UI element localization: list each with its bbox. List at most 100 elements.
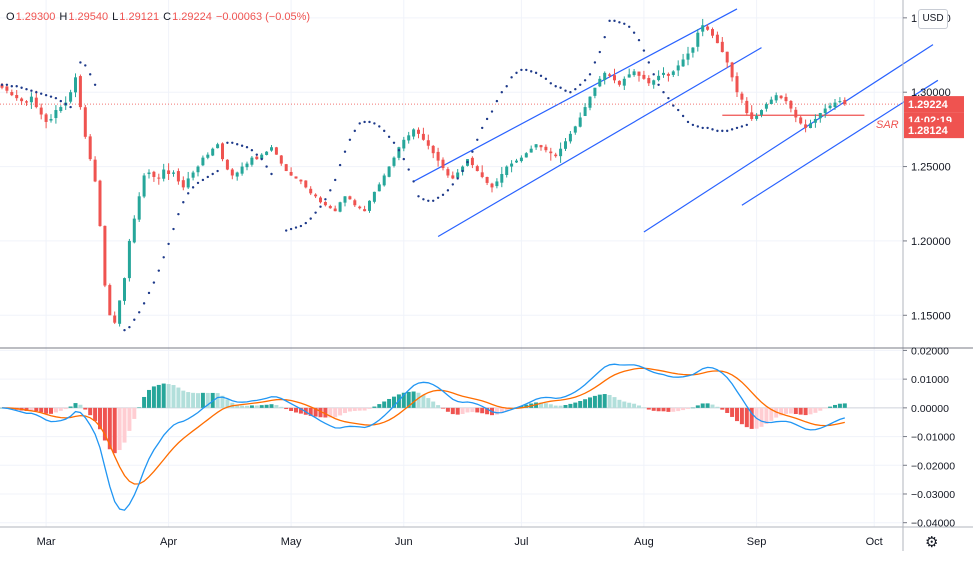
sar-dot <box>373 122 376 125</box>
sar-dot <box>397 149 401 152</box>
sar-dot <box>632 31 636 34</box>
sar-dot <box>525 68 528 72</box>
macd-histogram-bar <box>372 406 377 408</box>
candle-body <box>529 148 533 153</box>
candle-body <box>230 169 234 176</box>
candle-body <box>583 107 587 117</box>
macd-histogram-bar <box>715 406 720 408</box>
candle-body <box>622 78 626 86</box>
candle-body <box>519 157 523 162</box>
macd-histogram-bar <box>632 403 637 408</box>
macd-histogram-bar <box>803 407 808 416</box>
macd-histogram-bar <box>651 407 656 411</box>
sar-dot <box>652 73 655 76</box>
macd-histogram-bar <box>494 407 499 415</box>
macd-histogram-bar <box>637 405 641 408</box>
macd-histogram-bar <box>49 407 53 414</box>
candle-body <box>794 109 798 118</box>
sar-dot <box>294 226 298 229</box>
macd-histogram-bar <box>725 407 730 413</box>
candle-body <box>255 156 259 160</box>
macd-histogram-bar <box>431 401 436 408</box>
candle-body <box>554 154 558 157</box>
candle-body <box>319 197 322 203</box>
candle-body <box>309 188 313 194</box>
macd-histogram-bar <box>798 407 803 415</box>
macd-histogram-bar <box>617 399 622 408</box>
sar-dot <box>534 71 538 75</box>
macd-histogram-bar <box>328 407 333 418</box>
candle-body <box>191 172 195 178</box>
macd-histogram-bar <box>450 407 455 415</box>
macd-histogram-bar <box>553 405 558 408</box>
candle-body <box>353 200 357 206</box>
candle-body <box>730 62 734 78</box>
candle-body <box>549 151 553 154</box>
candle-body <box>662 72 665 75</box>
signal-line <box>2 367 845 485</box>
candle-body <box>147 172 151 175</box>
candle-body <box>735 76 739 93</box>
macd-histogram-bar <box>764 407 769 424</box>
macd-histogram-bar <box>88 407 93 416</box>
sar-dot <box>338 163 342 167</box>
macd-histogram-bar <box>166 384 171 408</box>
sar-dot <box>593 61 597 64</box>
candle-body <box>20 98 24 102</box>
candle-body <box>314 194 318 197</box>
ohlc-legend: O1.29300 H1.29540 L1.29121 C1.29224 −0.0… <box>6 11 311 23</box>
sar-dot <box>559 86 562 89</box>
candle-body <box>760 110 763 115</box>
sar-dot <box>539 74 543 78</box>
candle-body <box>39 107 43 115</box>
macd-histogram-bar <box>308 407 313 416</box>
sar-dot <box>167 242 170 246</box>
macd-histogram-bar <box>377 404 382 408</box>
candle-body <box>44 114 48 122</box>
candle-body <box>289 171 293 176</box>
macd-histogram-bar <box>156 384 161 408</box>
sar-dot <box>554 85 557 88</box>
macd-histogram-bar <box>102 407 107 441</box>
sar-dot <box>59 99 62 103</box>
sar-dot <box>35 91 38 94</box>
currency-button[interactable]: USD <box>918 9 948 29</box>
candle-body <box>5 86 9 91</box>
axes: 1.350001.300001.250001.200001.150000.020… <box>0 0 973 551</box>
macd-histogram-bar <box>284 407 289 410</box>
macd-histogram-bar <box>705 403 710 408</box>
candle-body <box>750 112 754 119</box>
candle-body <box>54 110 58 119</box>
macd-histogram-bar <box>294 407 298 413</box>
sar-dot <box>201 178 205 182</box>
macd-histogram-bar <box>788 407 793 414</box>
macd-histogram-bar <box>362 407 367 411</box>
macd-histogram-bar <box>196 393 200 408</box>
sar-dot <box>432 199 435 202</box>
gear-icon[interactable]: ⚙ <box>925 534 939 551</box>
candle-body <box>363 209 367 212</box>
macd-histogram-bar <box>122 407 127 443</box>
candle-body <box>172 172 175 174</box>
candle-body <box>578 117 582 127</box>
macd-histogram-bar <box>29 407 34 411</box>
candle-body <box>412 129 416 137</box>
candle-body <box>495 181 499 187</box>
sar-dot <box>490 110 494 113</box>
x-tick-label: Oct <box>866 536 883 548</box>
macd-histogram-bar <box>563 405 568 408</box>
candle-body <box>691 47 695 53</box>
macd-histogram-bar <box>240 405 245 408</box>
sar-dot <box>138 311 141 314</box>
macd-histogram-bar <box>739 407 744 425</box>
macd-histogram-bar <box>220 395 225 408</box>
trendline <box>643 44 934 233</box>
candle-body <box>206 154 210 158</box>
grid-lines <box>0 0 903 527</box>
macd-histogram-bar <box>249 405 254 408</box>
macd-histogram-bar <box>823 407 828 409</box>
macd-histogram-bar <box>808 407 813 415</box>
candle-body <box>647 78 651 84</box>
sar-dot <box>686 120 690 124</box>
